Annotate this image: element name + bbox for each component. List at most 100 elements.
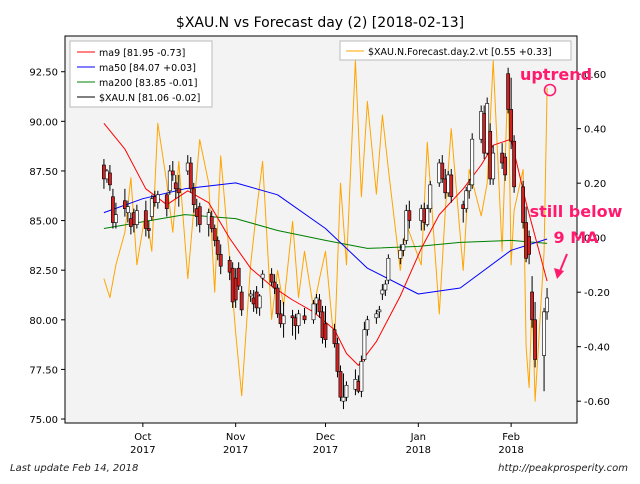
candle-body xyxy=(146,228,151,231)
candle-body xyxy=(155,194,160,204)
candle-body xyxy=(467,184,472,192)
candle-body xyxy=(227,259,232,273)
candle-body xyxy=(197,206,202,225)
candle-body xyxy=(188,162,193,190)
candle-body xyxy=(173,182,178,190)
y-tick-label-left: 75.00 xyxy=(29,415,58,426)
candle-body xyxy=(317,299,322,313)
x-tick-label-month: Jan xyxy=(410,432,426,443)
candle-body xyxy=(377,309,382,313)
y-tick-label-left: 82.50 xyxy=(29,266,58,277)
candle-body xyxy=(398,250,403,259)
candle-body xyxy=(281,315,286,325)
candle-body xyxy=(215,240,220,255)
candle-body xyxy=(335,343,340,372)
candle-body xyxy=(108,172,112,186)
y-tick-label-right: 0.00 xyxy=(584,234,606,245)
y-tick-label-left: 92.50 xyxy=(29,68,58,79)
annotation-arrow-shaft xyxy=(559,253,568,272)
candle-body xyxy=(332,329,337,344)
candle-body xyxy=(344,384,349,398)
candle-body xyxy=(362,329,367,360)
candle-body xyxy=(542,311,546,356)
y-tick-label-right: 0.20 xyxy=(584,179,606,190)
y-tick-label-left: 77.50 xyxy=(29,365,58,376)
x-tick-label-year: 2017 xyxy=(130,445,155,456)
plot-area xyxy=(102,60,549,410)
x-tick-label-year: 2018 xyxy=(498,445,523,456)
candle-body xyxy=(512,140,517,188)
x-tick-label-year: 2018 xyxy=(406,445,431,456)
candle-body xyxy=(275,287,280,315)
annotation-uptrend-circle xyxy=(543,83,557,97)
candle-body xyxy=(386,257,391,281)
candle-body xyxy=(506,73,511,110)
legend-left-label: ma9 [81.95 -0.73] xyxy=(99,48,185,59)
candle-body xyxy=(233,277,238,301)
ma9-line xyxy=(103,122,548,366)
candle-body xyxy=(530,291,534,321)
candle-body xyxy=(341,396,346,402)
candle-body xyxy=(239,291,244,311)
candle-body xyxy=(338,371,343,398)
candle-body xyxy=(449,174,454,198)
candle-body xyxy=(149,198,154,217)
candle-body xyxy=(365,319,370,331)
candle-body xyxy=(125,206,130,213)
candle-body xyxy=(122,200,127,209)
legend-left-label: ma200 [83.85 -0.01] xyxy=(99,78,197,89)
y-tick-label-right: -0.20 xyxy=(584,288,610,299)
annotation-below-ma-line1: still below xyxy=(530,202,623,221)
candle-body xyxy=(257,295,262,309)
candle-body xyxy=(407,210,412,221)
chart-title: $XAU.N vs Forecast day (2) [2018-02-13] xyxy=(176,15,464,31)
y-tick-label-right: -0.40 xyxy=(584,343,610,354)
candle-body xyxy=(404,210,409,241)
x-tick-label-year: 2017 xyxy=(223,445,248,456)
candle-body xyxy=(114,214,118,223)
candle-body xyxy=(111,196,115,223)
y-tick-label-left: 80.00 xyxy=(29,316,58,327)
annotation-uptrend: uptrend xyxy=(520,65,592,84)
y-tick-label-right: 0.60 xyxy=(584,70,606,81)
candle-body xyxy=(311,303,316,321)
candle-body xyxy=(269,273,274,283)
candle-body xyxy=(545,297,549,313)
y-tick-label-left: 87.50 xyxy=(29,167,58,178)
candle-body xyxy=(527,236,531,255)
candle-body xyxy=(212,228,217,241)
candle-body xyxy=(440,162,445,180)
candle-body xyxy=(491,152,496,180)
x-tick-label-year: 2017 xyxy=(313,445,338,456)
candle-body xyxy=(236,267,241,287)
legend-left-label: $XAU.N [81.06 -0.02] xyxy=(99,93,200,104)
candle-body xyxy=(290,315,295,319)
annotation-arrow-head xyxy=(554,268,564,279)
legend-left-label: ma50 [84.07 +0.03] xyxy=(99,63,196,74)
annotation-below-ma-line2: 9 MA xyxy=(553,228,599,247)
candle-body xyxy=(260,273,265,279)
legend-right-label: $XAU.N.Forecast.day.2.vt [0.55 +0.33] xyxy=(368,47,552,58)
candle-body xyxy=(167,170,172,192)
candle-body xyxy=(191,188,196,205)
ma50-line xyxy=(103,182,548,295)
candle-body xyxy=(218,254,223,267)
candle-body xyxy=(302,315,307,321)
candle-body xyxy=(380,289,385,295)
candle-body xyxy=(383,283,388,291)
candle-body xyxy=(209,216,214,229)
last-update-note: Last update Feb 14, 2018 xyxy=(10,463,139,474)
x-tick-label-month: Dec xyxy=(316,432,335,443)
candle-body xyxy=(134,210,139,225)
candle-body xyxy=(143,210,148,229)
y-tick-label-left: 85.00 xyxy=(29,217,58,228)
candle-body xyxy=(470,138,475,186)
candle-body xyxy=(170,170,175,176)
candle-body xyxy=(503,156,508,176)
y-tick-label-left: 90.00 xyxy=(29,117,58,128)
x-tick-label-month: Nov xyxy=(226,432,246,443)
candle-body xyxy=(359,361,364,392)
source-url[interactable]: http://peakprosperity.com xyxy=(498,463,628,474)
plot-frame xyxy=(64,35,578,424)
